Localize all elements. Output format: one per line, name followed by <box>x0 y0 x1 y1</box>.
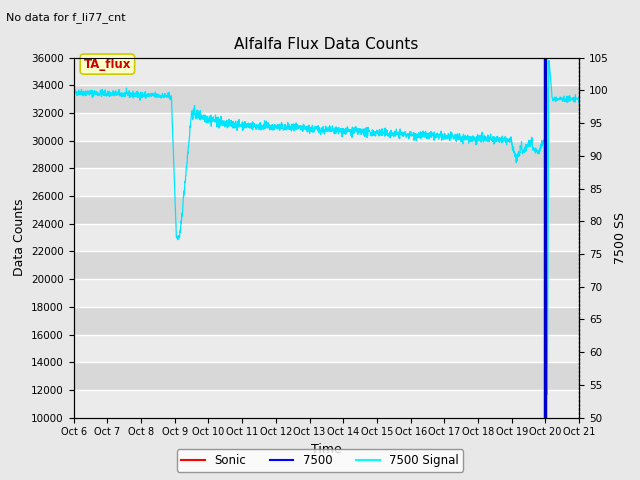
Bar <box>74 390 579 418</box>
Y-axis label: 7500 SS: 7500 SS <box>614 212 627 264</box>
X-axis label: Time: Time <box>311 443 342 456</box>
Bar <box>74 58 579 85</box>
Bar <box>74 362 579 390</box>
Bar <box>74 85 579 113</box>
Bar <box>74 196 579 224</box>
Bar <box>74 168 579 196</box>
Y-axis label: Data Counts: Data Counts <box>13 199 26 276</box>
Bar <box>74 335 579 362</box>
Legend: Sonic, 7500, 7500 Signal: Sonic, 7500, 7500 Signal <box>177 449 463 472</box>
Bar <box>74 279 579 307</box>
Text: No data for f_li77_cnt: No data for f_li77_cnt <box>6 12 126 23</box>
Bar <box>74 224 579 252</box>
Text: TA_flux: TA_flux <box>84 58 131 71</box>
Title: Alfalfa Flux Data Counts: Alfalfa Flux Data Counts <box>234 37 419 52</box>
Bar <box>74 307 579 335</box>
Bar <box>74 113 579 141</box>
Bar <box>74 141 579 168</box>
Bar <box>74 252 579 279</box>
